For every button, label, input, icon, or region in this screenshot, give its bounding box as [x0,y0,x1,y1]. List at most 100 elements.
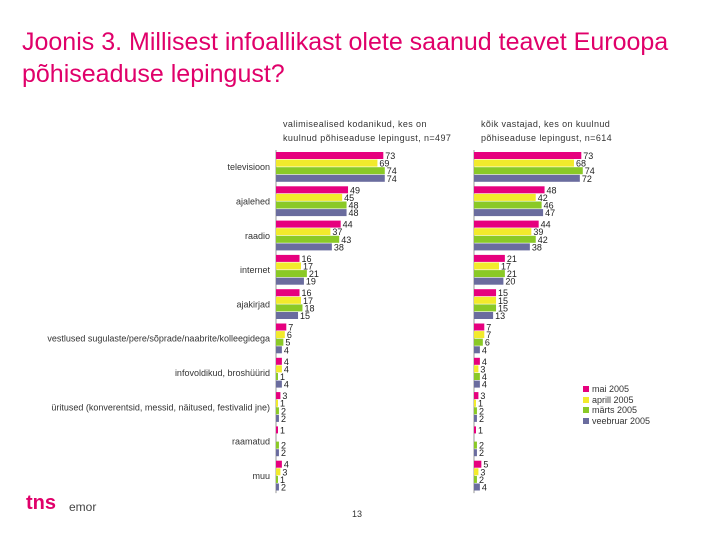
bar-aprill-panel-1 [474,193,536,201]
bar-veebruar-panel-1 [474,346,480,354]
bar-mai-panel-1 [474,254,505,262]
value-label-veebruar-panel-1: 2 [479,448,484,458]
value-label-veebruar-panel-1: 72 [582,174,592,184]
value-label-mai-panel-0: 4 [284,460,289,470]
value-label-marts-panel-1: 21 [507,269,517,279]
bar-aprill-panel-0 [276,365,282,373]
value-label-aprill-panel-1: 42 [538,193,548,203]
value-label-mai-panel-0: 16 [302,288,312,298]
bar-aprill-panel-1 [474,399,476,407]
value-label-marts-panel-1: 2 [479,475,484,485]
category-label: üritused (konverentsid, messid, näitused… [51,402,270,412]
bar-marts-panel-1 [474,338,483,346]
legend-item-marts: märts 2005 [583,405,650,416]
bar-marts-panel-0 [276,407,279,415]
value-label-marts-panel-0: 48 [349,201,359,211]
bar-veebruar-panel-1 [474,243,530,251]
legend-item-veebruar: veebruar 2005 [583,416,650,427]
value-label-veebruar-panel-0: 15 [300,311,310,321]
bar-marts-panel-1 [474,235,536,243]
value-label-veebruar-panel-1: 20 [505,277,515,287]
bar-mai-panel-1 [474,392,479,400]
bar-veebruar-panel-0 [276,243,332,251]
value-label-aprill-panel-0: 45 [344,193,354,203]
bar-veebruar-panel-0 [276,277,304,285]
bar-marts-panel-0 [276,270,307,278]
bar-aprill-panel-0 [276,296,301,304]
value-label-aprill-panel-0: 37 [332,227,342,237]
panel-right-header-line2: põhiseaduse lepingust, n=614 [481,133,613,143]
panel-left-header-line2: kuulnud põhiseaduse lepingust, n=497 [283,133,452,143]
panel-left-header-line1: valimisealised kodanikud, kes on [283,119,427,129]
value-label-aprill-panel-1: 15 [498,296,508,306]
bar-mai-panel-1 [474,220,539,228]
category-label: televisioon [227,162,270,172]
value-label-veebruar-panel-0: 2 [281,448,286,458]
value-label-aprill-panel-0: 6 [287,330,292,340]
value-label-veebruar-panel-1: 4 [482,483,487,493]
bar-mai-panel-0 [276,289,300,297]
value-label-marts-panel-0: 2 [281,441,286,451]
category-label: raamatud [232,437,270,447]
value-label-veebruar-panel-0: 2 [281,483,286,493]
bar-aprill-panel-0 [276,193,343,201]
value-label-marts-panel-1: 74 [585,166,595,176]
bar-marts-panel-1 [474,373,480,380]
bar-aprill-panel-1 [474,331,485,339]
logo-main-text: tns [26,492,56,514]
bar-mai-panel-0 [276,186,349,194]
value-label-aprill-panel-1: 68 [576,159,586,169]
value-label-marts-panel-0: 21 [309,269,319,279]
value-label-mai-panel-0: 44 [343,220,353,230]
value-label-veebruar-panel-0: 74 [387,174,397,184]
value-label-marts-panel-0: 1 [280,372,285,382]
value-label-mai-panel-1: 48 [547,185,557,195]
legend-swatch-veebruar [583,417,589,424]
value-label-marts-panel-1: 46 [544,201,554,211]
value-label-aprill-panel-1: 39 [533,227,543,237]
value-label-veebruar-panel-0: 2 [281,414,286,424]
value-label-mai-panel-0: 7 [288,323,293,333]
value-label-marts-panel-1: 2 [479,441,484,451]
category-label: vestlused sugulaste/pere/sõprade/naabrit… [47,334,270,344]
bar-mai-panel-1 [474,460,482,468]
value-label-marts-panel-0: 43 [341,235,351,245]
value-label-aprill-panel-0: 4 [284,364,289,374]
bar-aprill-panel-0 [276,262,301,270]
bar-mai-panel-0 [276,254,300,262]
legend-swatch-aprill [583,396,589,403]
legend-label-veebruar: veebruar 2005 [592,415,651,426]
value-label-aprill-panel-1: 7 [486,330,491,340]
value-label-mai-panel-0: 4 [284,357,289,367]
value-label-aprill-panel-0: 3 [282,467,287,477]
value-label-veebruar-panel-0: 38 [334,242,344,252]
value-label-mai-panel-1: 73 [583,151,593,161]
value-label-marts-panel-1: 2 [479,406,484,416]
bar-mai-panel-0 [276,426,278,434]
value-label-marts-panel-1: 6 [485,338,490,348]
category-label: muu [252,471,270,481]
logo-sub-text: emor [69,500,97,514]
value-label-mai-panel-1: 4 [482,357,487,367]
bar-veebruar-panel-1 [474,380,480,388]
legend-label-marts: märts 2005 [592,405,638,416]
value-label-marts-panel-0: 2 [281,406,286,416]
value-label-aprill-panel-0: 69 [379,159,389,169]
bar-marts-panel-1 [474,304,497,312]
bar-marts-panel-1 [474,441,477,449]
panel-right-header-line1: kõik vastajad, kes on kuulnud [481,119,611,129]
category-label: raadio [245,231,270,241]
bar-mai-panel-1 [474,289,497,297]
bar-veebruar-panel-0 [276,346,282,354]
value-label-mai-panel-1: 3 [480,391,485,401]
bar-mai-panel-1 [474,152,582,159]
legend-swatch-marts [583,407,589,414]
bar-aprill-panel-0 [276,159,378,167]
legend-label-aprill: aprill 2005 [592,394,634,405]
value-label-aprill-panel-0: 17 [303,296,313,306]
bar-veebruar-panel-1 [474,483,480,491]
bar-veebruar-panel-1 [474,277,504,285]
bar-marts-panel-0 [276,373,278,380]
value-label-veebruar-panel-0: 48 [349,208,359,218]
